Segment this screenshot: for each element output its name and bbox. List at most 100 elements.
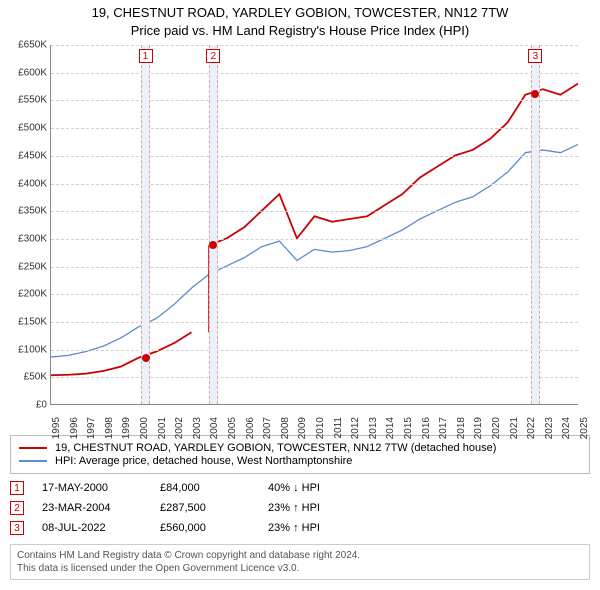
x-tick-label: 2007 [262,417,273,439]
x-tick-label: 2005 [227,417,238,439]
y-tick-label: £100K [3,344,47,355]
sale-price: £84,000 [160,482,250,494]
gridline [51,45,578,46]
x-tick-label: 2014 [385,417,396,439]
y-tick-label: £250K [3,261,47,272]
sales-table: 1 17-MAY-2000 £84,000 40% ↓ HPI 2 23-MAR-2004… [10,478,590,538]
x-tick-label: 2015 [403,417,414,439]
footer-line1: Contains HM Land Registry data © Crown c… [17,549,583,562]
sale-price: £560,000 [160,522,250,534]
x-tick-label: 1997 [86,417,97,439]
sale-date: 08-JUL-2022 [42,522,142,534]
x-tick-label: 2024 [561,417,572,439]
gridline [51,377,578,378]
sale-pct: 40% ↓ HPI [268,482,358,494]
y-tick-label: £550K [3,95,47,106]
y-tick-label: £150K [3,317,47,328]
x-tick-label: 2003 [192,417,203,439]
title-line1: 19, CHESTNUT ROAD, YARDLEY GOBION, TOWCE… [0,4,600,22]
arrow-icon: ↓ [293,482,299,494]
x-tick-label: 2018 [456,417,467,439]
x-tick-label: 2023 [544,417,555,439]
x-tick-label: 1998 [104,417,115,439]
legend-label: 19, CHESTNUT ROAD, YARDLEY GOBION, TOWCE… [55,442,496,454]
x-tick-label: 2000 [139,417,150,439]
sale-dot [209,241,217,249]
y-tick-label: £600K [3,67,47,78]
title-line2: Price paid vs. HM Land Registry's House … [0,22,600,40]
y-tick-label: £350K [3,206,47,217]
gridline [51,128,578,129]
legend-item: 19, CHESTNUT ROAD, YARDLEY GOBION, TOWCE… [19,442,581,454]
y-tick-label: £0 [3,400,47,411]
gridline [51,211,578,212]
legend-swatch [19,447,47,449]
sale-band [531,45,540,404]
price-chart: £0£50K£100K£150K£200K£250K£300K£350K£400… [50,45,578,405]
x-tick-label: 2022 [526,417,537,439]
x-tick-label: 1996 [69,417,80,439]
y-tick-label: £400K [3,178,47,189]
legend: 19, CHESTNUT ROAD, YARDLEY GOBION, TOWCE… [10,435,590,474]
gridline [51,156,578,157]
arrow-icon: ↑ [293,522,299,534]
sale-index: 2 [10,501,24,515]
y-tick-label: £450K [3,150,47,161]
x-tick-label: 1995 [51,417,62,439]
chart-title: 19, CHESTNUT ROAD, YARDLEY GOBION, TOWCE… [0,0,600,39]
x-tick-label: 2002 [174,417,185,439]
gridline [51,100,578,101]
x-tick-label: 2017 [438,417,449,439]
sale-dot [142,354,150,362]
sale-index: 1 [10,481,24,495]
y-tick-label: £200K [3,289,47,300]
y-tick-label: £650K [3,40,47,51]
sale-date: 23-MAR-2004 [42,502,142,514]
sale-index: 3 [10,521,24,535]
sale-band [141,45,150,404]
y-tick-label: £50K [3,372,47,383]
x-tick-label: 2025 [579,417,590,439]
sale-dot [531,90,539,98]
legend-swatch [19,460,47,462]
x-tick-label: 2012 [350,417,361,439]
x-tick-label: 2008 [280,417,291,439]
gridline [51,294,578,295]
x-tick-label: 2021 [509,417,520,439]
gridline [51,239,578,240]
gridline [51,322,578,323]
x-tick-label: 2006 [245,417,256,439]
sale-row: 1 17-MAY-2000 £84,000 40% ↓ HPI [10,478,590,498]
footer-line2: This data is licensed under the Open Gov… [17,562,583,575]
x-tick-label: 2013 [368,417,379,439]
gridline [51,73,578,74]
x-tick-label: 2004 [209,417,220,439]
sale-marker-label: 1 [139,49,153,63]
sale-pct: 23% ↑ HPI [268,522,358,534]
gridline [51,267,578,268]
y-tick-label: £300K [3,233,47,244]
x-tick-label: 2009 [297,417,308,439]
sale-row: 3 08-JUL-2022 £560,000 23% ↑ HPI [10,518,590,538]
sale-price: £287,500 [160,502,250,514]
y-tick-label: £500K [3,123,47,134]
sale-band [209,45,218,404]
gridline [51,184,578,185]
arrow-icon: ↑ [293,502,299,514]
sale-pct: 23% ↑ HPI [268,502,358,514]
x-tick-label: 2016 [421,417,432,439]
x-tick-label: 2010 [315,417,326,439]
x-tick-label: 2020 [491,417,502,439]
sale-marker-label: 2 [206,49,220,63]
sale-marker-label: 3 [528,49,542,63]
gridline [51,350,578,351]
x-tick-label: 1999 [121,417,132,439]
x-tick-label: 2011 [333,417,344,439]
attribution-footer: Contains HM Land Registry data © Crown c… [10,544,590,580]
legend-label: HPI: Average price, detached house, West… [55,455,352,467]
sale-row: 2 23-MAR-2004 £287,500 23% ↑ HPI [10,498,590,518]
legend-item: HPI: Average price, detached house, West… [19,455,581,467]
x-tick-label: 2019 [473,417,484,439]
sale-date: 17-MAY-2000 [42,482,142,494]
x-tick-label: 2001 [157,417,168,439]
